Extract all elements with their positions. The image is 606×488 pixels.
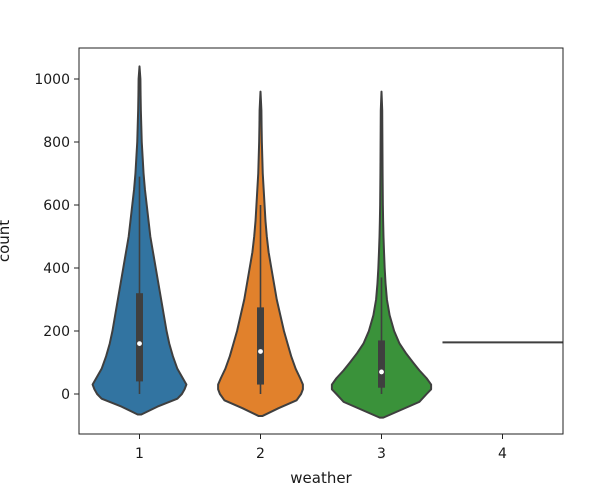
x-tick-label: 2	[256, 446, 265, 462]
violin-body	[330, 90, 433, 419]
y-axis-label: count	[0, 220, 13, 262]
x-axis-label: weather	[290, 469, 352, 487]
x-axis-ticks: 1 2 3 4	[135, 434, 507, 462]
violin-median-dot	[379, 369, 384, 375]
violin-iqr-box	[257, 307, 264, 385]
x-tick-label: 3	[377, 446, 386, 462]
violin-median-dot	[258, 349, 263, 354]
violin-1	[91, 65, 188, 416]
y-axis-ticks: 0 200 400 600 800 1000	[34, 72, 79, 403]
x-tick-label: 1	[135, 446, 144, 462]
violin-layer	[91, 65, 563, 419]
y-tick-label: 600	[43, 198, 70, 214]
violin-iqr-box	[136, 293, 143, 382]
violin-iqr-box	[378, 340, 385, 388]
y-tick-label: 400	[43, 261, 70, 277]
y-tick-label: 0	[61, 387, 70, 403]
plot-frame	[78, 47, 564, 435]
violin-3	[330, 90, 433, 419]
y-tick-label: 200	[43, 324, 70, 340]
violin-2	[217, 90, 304, 418]
y-tick-label: 800	[43, 135, 70, 151]
x-tick-label: 4	[498, 446, 507, 462]
violin-median-dot	[137, 341, 142, 346]
y-tick-label: 1000	[34, 72, 70, 88]
